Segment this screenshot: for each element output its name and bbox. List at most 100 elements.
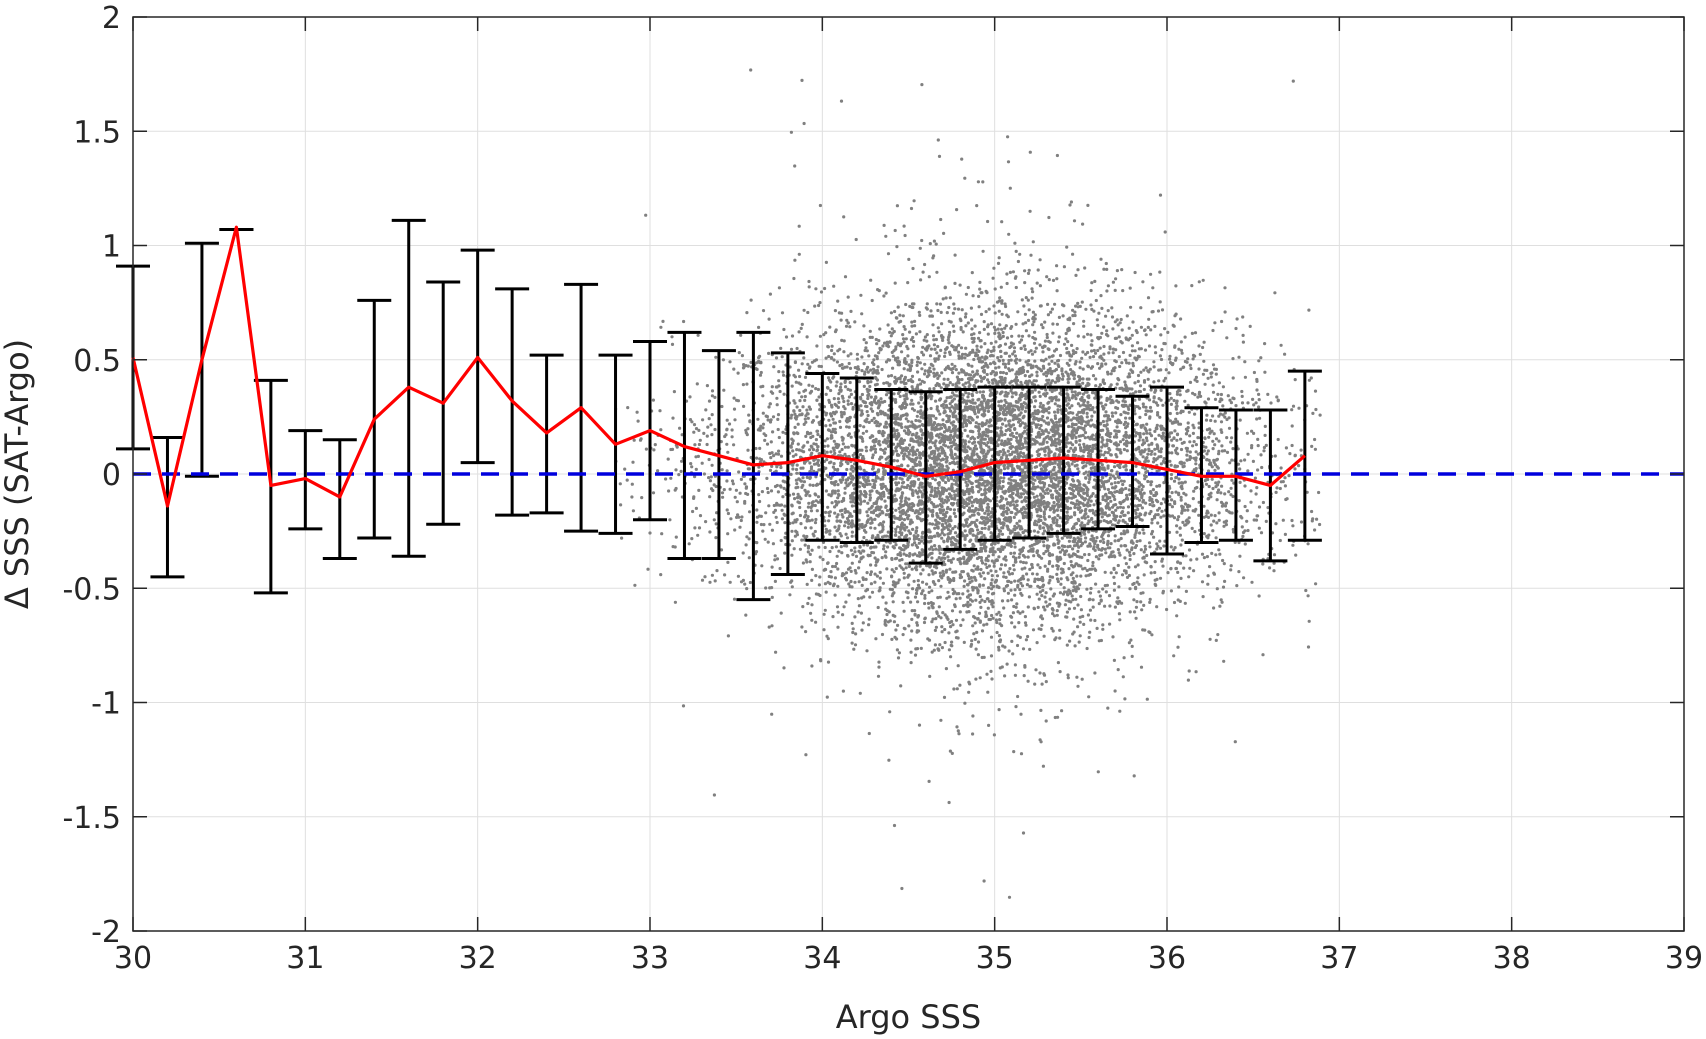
scatter-point: [1176, 518, 1180, 522]
scatter-point: [1142, 603, 1146, 608]
scatter-point: [918, 313, 922, 317]
scatter-point: [1175, 438, 1179, 442]
scatter-point: [919, 468, 923, 472]
scatter-point: [1068, 203, 1072, 207]
scatter-point: [978, 594, 982, 599]
scatter-point: [768, 468, 773, 472]
scatter-point: [1044, 591, 1048, 595]
scatter-point: [1160, 509, 1164, 513]
scatter-point: [1073, 644, 1077, 648]
scatter-point: [902, 571, 906, 575]
scatter-point: [1093, 279, 1097, 283]
scatter-point: [693, 526, 697, 530]
scatter-point: [841, 396, 845, 400]
scatter-point: [1005, 583, 1010, 588]
scatter-point: [757, 493, 761, 497]
scatter-point: [949, 421, 953, 425]
scatter-point: [918, 424, 922, 428]
scatter-point: [919, 405, 923, 409]
scatter-point: [777, 435, 781, 440]
scatter-point: [736, 513, 740, 517]
scatter-point: [1227, 426, 1232, 430]
scatter-point: [640, 496, 644, 500]
scatter-point: [1216, 633, 1220, 637]
scatter-point: [927, 606, 931, 610]
scatter-point: [1053, 302, 1057, 306]
scatter-point: [761, 309, 766, 313]
scatter-point: [997, 645, 1001, 650]
scatter-point: [1121, 510, 1125, 514]
scatter-point: [897, 320, 901, 324]
scatter-point: [833, 467, 837, 472]
scatter-point: [619, 503, 623, 507]
scatter-point: [1158, 193, 1163, 197]
scatter-point: [979, 379, 984, 383]
scatter-point: [884, 393, 889, 397]
scatter-point: [1021, 831, 1026, 835]
scatter-point: [865, 571, 869, 575]
scatter-point: [1144, 412, 1148, 417]
scatter-point: [933, 643, 938, 647]
scatter-point: [949, 625, 953, 629]
scatter-point: [1051, 278, 1056, 282]
scatter-point: [851, 500, 855, 504]
scatter-point: [928, 242, 932, 246]
scatter-point: [795, 471, 799, 475]
scatter-point: [1102, 344, 1106, 349]
scatter-point: [970, 364, 974, 368]
scatter-point: [862, 595, 866, 599]
scatter-point: [930, 650, 934, 654]
scatter-point: [954, 382, 958, 386]
scatter-point: [687, 542, 691, 546]
scatter-point: [1134, 390, 1138, 394]
scatter-point: [797, 501, 802, 505]
scatter-point: [860, 628, 864, 632]
scatter-point: [1104, 261, 1108, 266]
scatter-point: [1262, 445, 1266, 450]
scatter-point: [1026, 679, 1030, 683]
scatter-point: [1089, 499, 1093, 503]
scatter-point: [725, 508, 729, 512]
scatter-point: [917, 477, 921, 481]
scatter-point: [1211, 486, 1215, 491]
scatter-point: [1172, 516, 1177, 520]
scatter-point: [1218, 552, 1222, 556]
scatter-point: [980, 508, 985, 512]
scatter-point: [847, 361, 851, 366]
scatter-point: [737, 515, 741, 519]
scatter-point: [923, 369, 927, 373]
scatter-point: [1155, 443, 1159, 447]
scatter-point: [896, 525, 900, 529]
scatter-point: [902, 552, 906, 556]
scatter-point: [1179, 437, 1183, 441]
scatter-point: [733, 418, 737, 422]
scatter-point: [814, 517, 818, 522]
scatter-point: [761, 384, 765, 388]
scatter-point: [1170, 491, 1174, 495]
scatter-point: [848, 380, 852, 385]
scatter-point: [1110, 469, 1114, 473]
scatter-point: [1127, 565, 1131, 569]
scatter-point: [1095, 626, 1099, 631]
scatter-point: [1078, 482, 1082, 486]
scatter-point: [1261, 500, 1265, 505]
scatter-point: [970, 394, 975, 398]
scatter-point: [1021, 416, 1025, 420]
scatter-point: [1183, 480, 1187, 484]
scatter-point: [901, 333, 905, 337]
scatter-point: [1118, 709, 1122, 713]
scatter-point: [1254, 492, 1258, 496]
scatter-point: [910, 324, 914, 328]
scatter-point: [1101, 537, 1105, 541]
scatter-point: [923, 335, 928, 339]
scatter-point: [984, 562, 988, 566]
scatter-point: [1072, 585, 1076, 589]
scatter-point: [1124, 468, 1128, 472]
scatter-point: [790, 384, 794, 388]
scatter-point: [963, 701, 967, 705]
scatter-point: [1075, 574, 1079, 578]
scatter-point: [946, 445, 951, 449]
scatter-point: [809, 611, 813, 615]
scatter-point: [1194, 462, 1198, 466]
scatter-point: [866, 396, 870, 401]
